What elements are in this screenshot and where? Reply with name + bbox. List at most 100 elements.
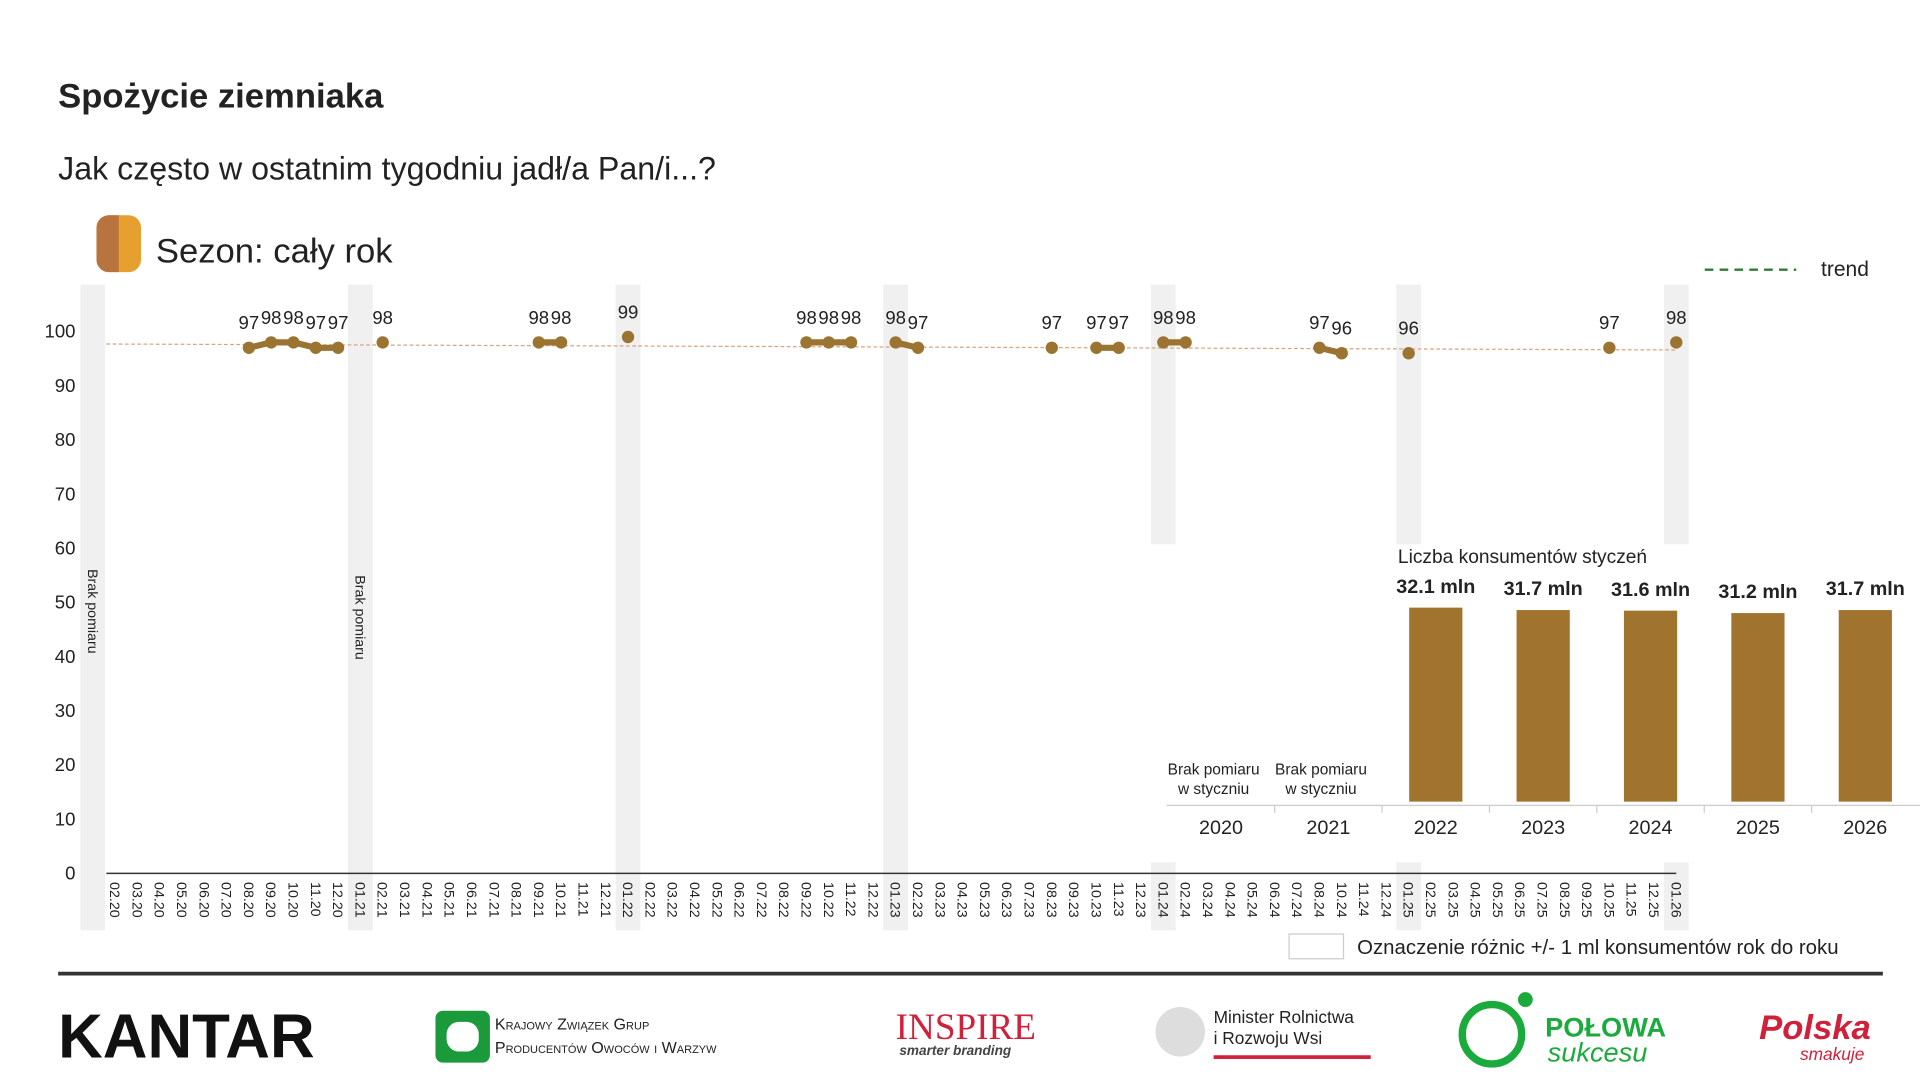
trend-line — [106, 343, 1677, 351]
logo-inspire-sub: smarter branding — [899, 1043, 1011, 1058]
annotation: Brak pomiaru — [84, 569, 100, 654]
logo-inspire: INSPIRE — [896, 1007, 1036, 1048]
inset-title: Liczba konsumentów styczeń — [1398, 547, 1647, 568]
data-point — [287, 336, 300, 349]
y-tick-label: 60 — [55, 537, 76, 558]
x-tick-label: 11.25 — [1623, 882, 1639, 917]
x-tick-label: 01.23 — [887, 882, 903, 918]
x-tick-label: 11.24 — [1355, 882, 1371, 917]
x-tick-label: 02.24 — [1177, 882, 1193, 918]
x-tick-label: 07.25 — [1534, 882, 1550, 918]
data-label: 98 — [1153, 307, 1174, 328]
data-point — [1402, 347, 1415, 360]
x-tick-label: 04.23 — [954, 882, 970, 918]
data-label: 96 — [1331, 318, 1352, 339]
bar — [1516, 610, 1570, 802]
y-tick-label: 90 — [55, 375, 76, 396]
x-tick-label: 01.24 — [1154, 882, 1170, 918]
data-label: 97 — [305, 312, 326, 333]
y-tick-label: 30 — [55, 700, 76, 721]
data-label: 98 — [283, 307, 304, 328]
x-tick-label: 05.25 — [1489, 882, 1505, 918]
data-label: 97 — [1041, 312, 1062, 333]
x-tick-label: 06.22 — [731, 882, 747, 918]
x-tick-label: 04.21 — [418, 882, 434, 918]
data-point — [1335, 347, 1348, 360]
x-tick-label: 10.20 — [285, 882, 301, 918]
y-tick-label: 70 — [55, 483, 76, 504]
bar — [1731, 613, 1785, 802]
data-point — [1670, 336, 1683, 349]
inset-x-label: 2025 — [1736, 817, 1780, 839]
data-label: 98 — [1175, 307, 1196, 328]
logo-polowa-dot — [1517, 992, 1533, 1008]
data-label: 98 — [818, 307, 839, 328]
inset-annotation: w styczniu — [1284, 781, 1356, 798]
data-label: 97 — [1309, 312, 1330, 333]
x-tick-label: 11.21 — [574, 882, 590, 917]
y-tick-label: 40 — [55, 646, 76, 667]
x-tick-label: 02.23 — [909, 882, 925, 918]
legend-label: trend — [1821, 258, 1869, 281]
data-label: 98 — [261, 307, 282, 328]
data-point — [1045, 341, 1058, 354]
data-label: 98 — [551, 307, 572, 328]
x-tick-label: 09.23 — [1065, 882, 1081, 918]
x-tick-label: 07.21 — [485, 882, 501, 918]
month-band — [348, 284, 373, 931]
logo-kzgp-icon-inner — [446, 1021, 479, 1052]
x-tick-label: 01.25 — [1400, 882, 1416, 918]
x-tick-label: 07.24 — [1288, 882, 1304, 918]
logo-polska: Polska — [1759, 1009, 1871, 1047]
y-tick-label: 100 — [45, 321, 76, 342]
data-point — [1112, 341, 1125, 354]
x-tick-label: 03.21 — [396, 882, 412, 918]
data-label: 97 — [328, 312, 349, 333]
data-point — [889, 336, 902, 349]
x-tick-label: 06.24 — [1266, 882, 1282, 918]
inset-annotation: Brak pomiaru — [1168, 761, 1260, 778]
data-point — [242, 341, 256, 354]
month-band — [883, 284, 909, 931]
x-tick-label: 10.22 — [820, 882, 836, 918]
x-tick-label: 09.22 — [798, 882, 814, 918]
x-tick-label: 05.23 — [976, 882, 992, 918]
data-point — [911, 341, 925, 354]
season-label: Sezon: cały rok — [156, 232, 393, 270]
x-tick-label: 02.20 — [106, 882, 122, 918]
note: Oznaczenie różnic +/- 1 ml konsumentów r… — [1357, 937, 1838, 959]
inset-x-label: 2026 — [1843, 817, 1887, 839]
logo-ministry-bar — [1213, 1055, 1371, 1059]
data-point — [264, 336, 278, 349]
x-tick-label: 01.21 — [351, 882, 367, 918]
x-tick-label: 04.25 — [1467, 882, 1483, 918]
x-tick-label: 10.24 — [1333, 882, 1349, 918]
x-tick-label: 08.21 — [508, 882, 524, 918]
x-tick-label: 10.25 — [1600, 882, 1616, 918]
logo-kzgp: Producentów Owoców i Warzyw — [495, 1039, 717, 1057]
data-point — [554, 336, 568, 349]
footer: KANTAR Krajowy Związek Grup Producentów … — [58, 992, 1871, 1072]
x-tick-label: 03.25 — [1444, 882, 1460, 918]
note-swatch — [1288, 933, 1345, 960]
data-label: 98 — [1666, 307, 1687, 328]
data-point — [1157, 336, 1170, 349]
y-tick-label: 0 — [65, 863, 75, 884]
x-tick-label: 03.20 — [128, 882, 144, 918]
month-band — [80, 284, 106, 931]
x-tick-label: 06.21 — [463, 882, 479, 918]
data-point — [844, 336, 858, 349]
inset-x-label: 2020 — [1199, 817, 1243, 839]
data-label: 98 — [528, 307, 549, 328]
x-tick-label: 02.21 — [374, 882, 390, 918]
x-tick-label: 06.25 — [1511, 882, 1527, 918]
logo-polska-sub: smakuje — [1800, 1044, 1864, 1064]
x-tick-label: 03.24 — [1199, 882, 1215, 918]
logo-ministry: Minister Rolnictwa — [1214, 1007, 1355, 1027]
data-point — [1179, 336, 1192, 349]
inset-x-label: 2024 — [1629, 817, 1673, 839]
data-label: 98 — [372, 307, 393, 328]
logo-polowa-icon — [1458, 1000, 1526, 1068]
x-tick-label: 09.25 — [1578, 882, 1594, 918]
